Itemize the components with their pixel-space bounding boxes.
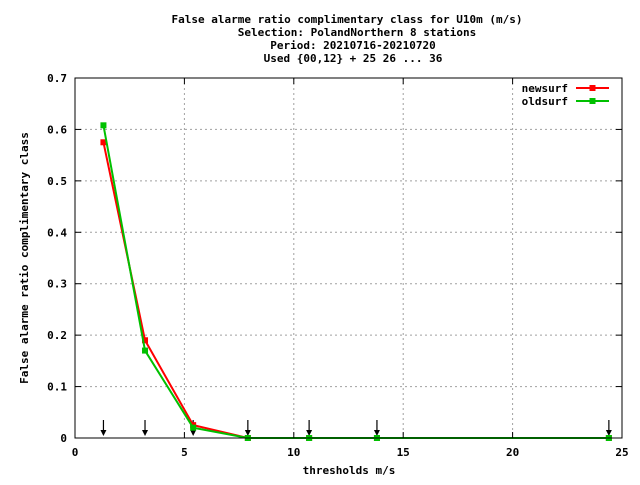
title-line-3: Period: 20210716-20210720: [270, 39, 436, 52]
data-point-oldsurf: [100, 122, 107, 129]
y-tick-label: 0.5: [47, 175, 67, 188]
x-axis-ticks: 0 5 10 15 20 25: [72, 78, 629, 459]
data-point-oldsurf: [142, 347, 149, 354]
threshold-arrow-head: [244, 430, 251, 436]
y-tick-label: 0.6: [47, 123, 67, 136]
threshold-arrow-head: [306, 430, 313, 436]
x-tick-label: 5: [181, 446, 188, 459]
title-line-4: Used {00,12} + 25 26 ... 36: [264, 52, 443, 65]
y-tick-label: 0.1: [47, 381, 67, 394]
threshold-arrow-head: [373, 430, 380, 436]
y-tick-label: 0.7: [47, 72, 67, 85]
series-line-newsurf: [102, 142, 609, 439]
y-axis-ticks: 0 0.1 0.2 0.3 0.4 0.5 0.6 0.7: [47, 72, 622, 445]
y-axis-label: False alarme ratio complimentary class: [18, 132, 31, 384]
x-tick-label: 15: [397, 446, 410, 459]
data-point-newsurf: [100, 139, 107, 146]
y-tick-label: 0.3: [47, 278, 67, 291]
x-tick-label: 20: [506, 446, 519, 459]
x-axis-label: thresholds m/s: [303, 464, 396, 477]
chart-title: False alarme ratio complimentary class f…: [172, 13, 523, 65]
threshold-arrow-head: [100, 430, 107, 436]
threshold-markers: [100, 420, 612, 436]
threshold-arrow-head: [605, 430, 612, 436]
y-tick-label: 0: [60, 432, 67, 445]
x-tick-label: 25: [615, 446, 628, 459]
series-line-oldsurf: [102, 125, 609, 439]
legend-label-newsurf: newsurf: [522, 82, 568, 95]
threshold-arrow-head: [190, 430, 197, 436]
legend-label-oldsurf: oldsurf: [522, 95, 568, 108]
x-tick-label: 0: [72, 446, 79, 459]
threshold-arrow-head: [142, 430, 149, 436]
legend-marker-oldsurf: [589, 98, 596, 104]
plot-area-frame: [74, 77, 623, 439]
data-point-oldsurf: [190, 424, 197, 431]
y-tick-label: 0.2: [47, 329, 67, 342]
data-point-newsurf: [142, 337, 149, 344]
series-lines: [100, 122, 612, 441]
legend-marker-newsurf: [589, 85, 596, 91]
title-line-1: False alarme ratio complimentary class f…: [172, 13, 523, 26]
grid: [75, 78, 622, 438]
y-tick-label: 0.4: [47, 226, 67, 239]
title-line-2: Selection: PolandNorthern 8 stations: [238, 26, 476, 39]
x-tick-label: 10: [287, 446, 300, 459]
